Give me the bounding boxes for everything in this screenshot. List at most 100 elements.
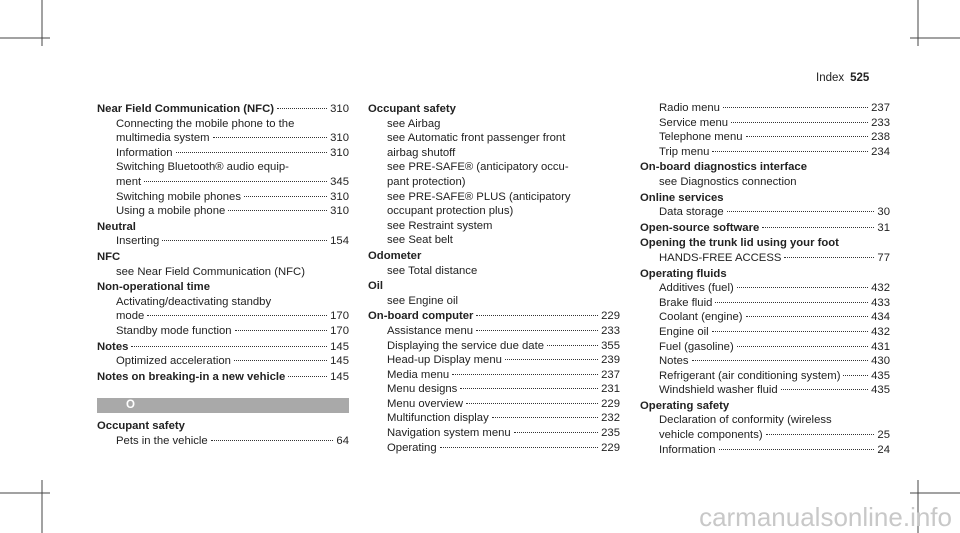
entry-text: see Seat belt — [387, 234, 453, 247]
entry-text: Occupant safety — [368, 103, 456, 115]
leader-dots — [243, 195, 328, 197]
index-subentry: Refrigerant (air conditioning system) 435 — [640, 369, 890, 384]
page-ref: 430 — [871, 355, 890, 368]
leader-dots — [718, 448, 875, 450]
index-subentry: Telephone menu 238 — [640, 130, 890, 145]
index-subentry: see Diagnostics connection — [640, 175, 890, 190]
leader-dots — [460, 388, 599, 390]
entry-text: Information — [116, 146, 173, 159]
index-heading: Online services — [640, 191, 890, 206]
entry-text: Inserting — [116, 235, 160, 248]
index-subentry: Notes 430 — [640, 354, 890, 369]
leader-dots — [288, 375, 328, 377]
entry-text: Multifunction display — [387, 412, 489, 425]
entry-text: ment — [116, 175, 142, 188]
entry-text: Brake fluid — [659, 296, 713, 309]
index-subentry: occupant protection plus) — [368, 204, 620, 219]
index-heading: Odometer — [368, 249, 620, 264]
entry-text: Coolant (engine) — [659, 311, 743, 324]
entry-text: Standby mode function — [116, 324, 232, 337]
leader-dots — [712, 150, 869, 152]
index-heading: Neutral — [97, 220, 349, 235]
page-ref: 64 — [336, 434, 349, 447]
index-subentry: Pets in the vehicle 64 — [97, 434, 349, 449]
index-heading: On-board computer 229 — [368, 309, 620, 324]
index-heading: Open-source software 31 — [640, 221, 890, 236]
entry-text: Pets in the vehicle — [116, 434, 208, 447]
index-heading: Oil — [368, 279, 620, 294]
entry-text: see Automatic front passenger front — [387, 132, 566, 145]
index-subentry: Brake fluid 433 — [640, 296, 890, 311]
entry-text: Menu overview — [387, 397, 463, 410]
leader-dots — [210, 439, 334, 441]
page-ref: 233 — [601, 324, 620, 337]
page-ref: 229 — [601, 397, 620, 410]
leader-dots — [711, 330, 869, 332]
index-subentry: Connecting the mobile phone to the — [97, 117, 349, 132]
index-subentry: Head-up Display menu 239 — [368, 353, 620, 368]
index-subentry: Inserting 154 — [97, 234, 349, 249]
page-ref: 435 — [871, 384, 890, 397]
section-name: Index — [816, 72, 845, 84]
index-subentry: Radio menu 237 — [640, 101, 890, 116]
index-column: Occupant safety see Airbag see Automatic f… — [368, 101, 620, 455]
page-ref: 31 — [877, 221, 890, 234]
index-subentry: Multifunction display 232 — [368, 411, 620, 426]
index-subentry: multimedia system 310 — [97, 131, 349, 146]
entry-text: Switching mobile phones — [116, 190, 241, 203]
page-ref: 231 — [601, 383, 620, 396]
leader-dots — [780, 389, 869, 391]
page-ref: 145 — [330, 355, 349, 368]
leader-dots — [147, 315, 328, 317]
index-subentry: Data storage 30 — [640, 205, 890, 220]
index-subentry: Switching Bluetooth® audio equip- — [97, 160, 349, 175]
entry-text: Declaration of conformity (wireless — [659, 414, 832, 427]
page-ref: 229 — [601, 441, 620, 454]
page-ref: 310 — [330, 190, 349, 203]
page-ref: 145 — [330, 340, 349, 353]
page-ref: 434 — [871, 311, 890, 324]
entry-text: Telephone menu — [659, 131, 743, 144]
entry-text: Refrigerant (air conditioning system) — [659, 369, 841, 382]
leader-dots — [784, 256, 875, 258]
page-number: 525 — [850, 72, 870, 84]
index-subentry: pant protection) — [368, 175, 620, 190]
leader-dots — [277, 108, 328, 109]
entry-text: Neutral — [97, 220, 136, 233]
entry-text: Radio menu — [659, 102, 720, 114]
entry-text: see Total distance — [387, 264, 478, 277]
leader-dots — [131, 345, 328, 347]
entry-text: Odometer — [368, 249, 422, 262]
leader-dots — [745, 136, 869, 138]
leader-dots — [228, 210, 328, 212]
running-header: Index 525 — [816, 72, 869, 84]
page-ref: 170 — [330, 310, 349, 323]
entry-text: see Near Field Communication (NFC) — [116, 265, 305, 278]
entry-text: Displaying the service due date — [387, 339, 544, 352]
leader-dots — [439, 446, 599, 448]
index-subentry: Switching mobile phones 310 — [97, 190, 349, 205]
entry-text: Operating fluids — [640, 267, 727, 280]
index-heading: Near Field Communication (NFC) 310 — [97, 102, 349, 117]
index-subentry: see Near Field Communication (NFC) — [97, 265, 349, 280]
entry-text: Notes — [659, 355, 689, 368]
page-ref: 433 — [871, 296, 890, 309]
entry-text: Oil — [368, 280, 384, 293]
index-subentry: Engine oil 432 — [640, 325, 890, 340]
page-ref: 145 — [330, 370, 349, 383]
entry-text: On-board diagnostics interface — [640, 161, 807, 174]
entry-text: Service menu — [659, 116, 729, 129]
leader-dots — [547, 344, 599, 346]
leader-dots — [736, 287, 869, 289]
page-ref: 310 — [330, 146, 349, 159]
leader-dots — [843, 374, 869, 376]
index-column: Near Field Communication (NFC) 310 Connect… — [97, 101, 349, 448]
entry-text: Media menu — [387, 368, 450, 381]
entry-text: Operating — [387, 441, 437, 454]
index-subentry: Information 310 — [97, 146, 349, 161]
page-ref: 25 — [877, 429, 890, 442]
leader-dots — [736, 345, 869, 347]
index-subentry: see Total distance — [368, 264, 620, 279]
entry-text: occupant protection plus) — [387, 205, 514, 218]
